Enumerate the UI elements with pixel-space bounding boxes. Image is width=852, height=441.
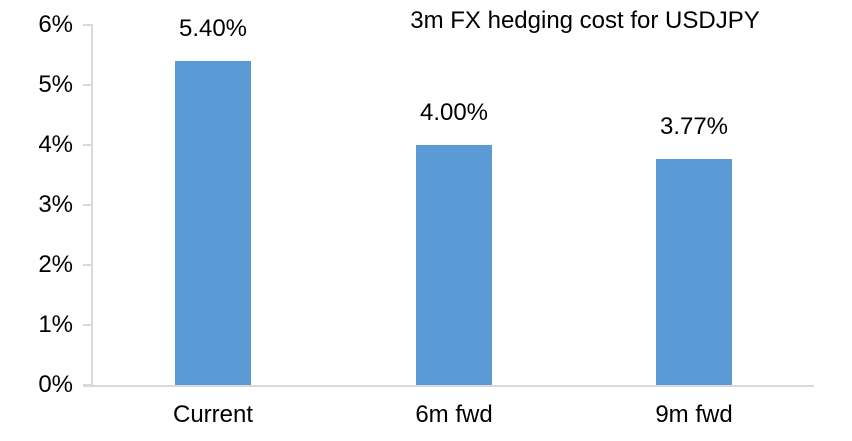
y-tick-label: 1% — [38, 311, 73, 338]
data-label: 4.00% — [419, 99, 489, 126]
y-axis-tick — [83, 384, 93, 386]
y-axis-tick — [83, 264, 93, 266]
y-tick-label: 2% — [38, 251, 73, 278]
y-axis-tick — [83, 324, 93, 326]
data-label: 5.40% — [178, 15, 248, 42]
y-tick-label: 6% — [38, 11, 73, 38]
bar-9m-fwd — [656, 159, 732, 385]
x-axis-line — [83, 385, 814, 387]
data-label: 3.77% — [659, 113, 729, 140]
y-axis-tick — [83, 84, 93, 86]
y-axis-tick — [83, 144, 93, 146]
x-tick-label: Current — [172, 401, 254, 428]
y-tick-label: 0% — [38, 371, 73, 398]
chart-title: 3m FX hedging cost for USDJPY — [410, 7, 760, 34]
bar-current — [175, 61, 251, 385]
y-tick-label: 3% — [38, 191, 73, 218]
y-axis-tick — [83, 24, 93, 26]
y-tick-label: 4% — [38, 131, 73, 158]
x-tick-label: 6m fwd — [415, 401, 493, 428]
bar-6m-fwd — [416, 145, 492, 385]
y-axis-tick — [83, 204, 93, 206]
y-tick-label: 5% — [38, 71, 73, 98]
x-tick-label: 9m fwd — [655, 401, 733, 428]
